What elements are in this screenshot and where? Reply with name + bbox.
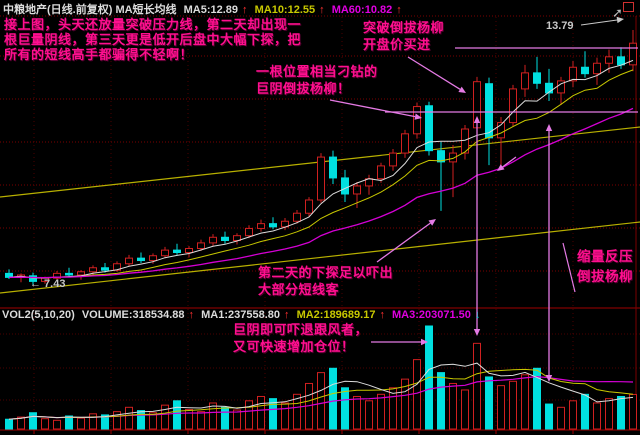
- annotation-shrink-pressure: 缩量反压 倒拔杨柳: [577, 249, 633, 284]
- vol-ma1-value: MA1:237558.80: [201, 309, 280, 321]
- ma10-value: MA10:12.55: [254, 4, 316, 16]
- vol-ma3-value: MA3:203071.50: [392, 309, 471, 321]
- price-pane-header: 中粮地产(日线.前复权) MA短长均线 MA5:12.89 ↑ MA10:12.5…: [3, 1, 406, 17]
- price-low-label: ← 7.43: [30, 278, 66, 290]
- annotation-context-note: 接上图，头天还放量突破压力线，第二天却出现一 根巨量阴线，第三天更是低开后盘中大…: [4, 17, 302, 62]
- annotation-probe-scare: 第二天的下探足以吓出 大部分短线客: [258, 265, 394, 297]
- ma5-value: MA5:12.89: [183, 4, 239, 16]
- volume-value: VOLUME:318534.88: [81, 309, 185, 321]
- down-arrow-icon: ↓: [474, 309, 481, 321]
- up-arrow-icon: ↑: [284, 309, 290, 321]
- up-arrow-icon: ↑: [188, 309, 195, 321]
- up-arrow-icon: ↑: [242, 4, 248, 16]
- up-arrow-icon: ↑: [319, 4, 325, 16]
- stock-title: 中粮地产(日线.前复权) MA短长均线: [3, 4, 177, 16]
- cursor-icon: ➚: [612, 5, 623, 20]
- ma60-value: MA60:10.82: [331, 4, 393, 16]
- annotation-volume-note: 巨阴即可吓退跟风者， 又可快速增加仓位！: [233, 322, 369, 354]
- price-high-label: 13.79: [546, 20, 574, 32]
- annotation-breakout-buy: 突破倒拔杨柳 开盘价买进: [363, 20, 445, 52]
- volume-pane-header: VOL2(5,10,20) VOLUME:318534.88 ↑ MA1:2375…: [2, 309, 484, 321]
- up-arrow-icon: ↑: [396, 4, 402, 16]
- vol-ma2-value: MA2:189689.17: [296, 309, 376, 321]
- up-arrow-icon: ↑: [379, 309, 385, 321]
- volume-indicator-label: VOL2(5,10,20): [2, 309, 75, 321]
- window-restore-icon[interactable]: [623, 2, 634, 12]
- annotation-tricky-yin: 一根位置相当刁钻的 巨阴倒拔杨柳！: [256, 64, 378, 96]
